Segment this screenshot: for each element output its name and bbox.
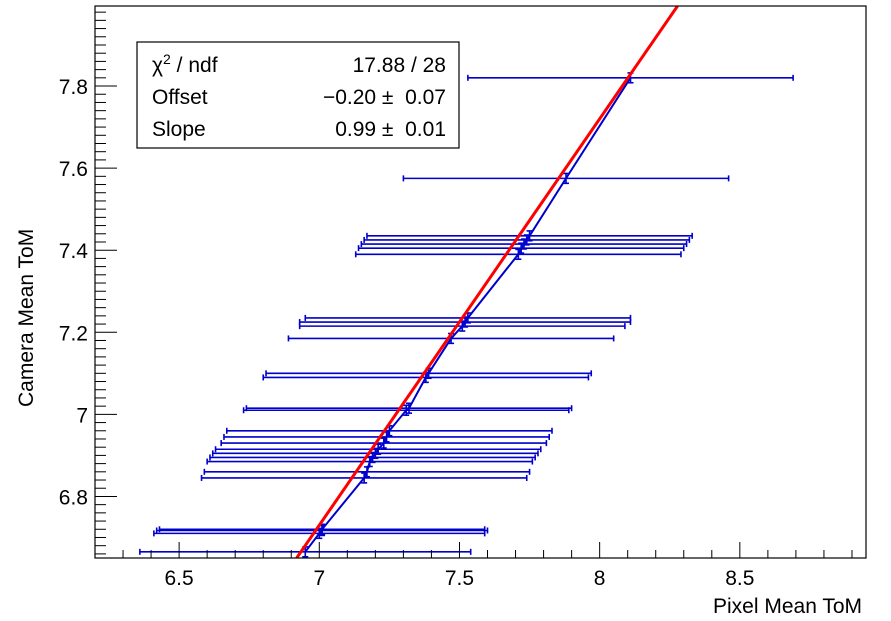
x-tick-label: 8.5 bbox=[725, 567, 754, 590]
stats-slope-label: Slope bbox=[152, 118, 206, 141]
plot-frame bbox=[94, 5, 867, 559]
y-tick-label: 7.2 bbox=[59, 322, 88, 345]
x-tick-label: 7.5 bbox=[445, 567, 474, 590]
x-tick-label: 6.5 bbox=[165, 567, 194, 590]
y-axis-label: Camera Mean ToM bbox=[15, 229, 38, 407]
y-tick-label: 6.8 bbox=[59, 486, 88, 509]
stats-box: χ2 / ndf 17.88 / 28 Offset −0.20 ± 0.07 … bbox=[136, 41, 460, 149]
y-tick-label: 7 bbox=[76, 404, 88, 427]
stats-slope-value: 0.99 ± 0.01 bbox=[335, 118, 446, 141]
data-layer bbox=[139, 6, 794, 558]
x-axis-label: Pixel Mean ToM bbox=[713, 595, 862, 618]
stats-offset-value: −0.20 ± 0.07 bbox=[323, 86, 446, 109]
stats-box-frame bbox=[136, 41, 460, 149]
data-point bbox=[139, 546, 472, 558]
x-tick-label: 7 bbox=[313, 567, 325, 590]
stats-chi2-value: 17.88 / 28 bbox=[353, 54, 446, 77]
fit-line bbox=[295, 6, 679, 558]
stats-chi2-label: χ2 / ndf bbox=[152, 51, 218, 77]
y-tick-label: 7.8 bbox=[59, 76, 88, 99]
y-tick-label: 7.4 bbox=[59, 240, 89, 263]
y-tick-label: 7.6 bbox=[59, 158, 88, 181]
stats-offset-label: Offset bbox=[152, 86, 208, 109]
data-connecting-line bbox=[304, 77, 632, 553]
x-axis: 6.5 7 7.5 8 8.5 bbox=[94, 542, 853, 590]
y-axis: 6.8 7 7.2 7.4 7.6 7.8 bbox=[59, 11, 117, 555]
x-tick-label: 8 bbox=[594, 567, 606, 590]
